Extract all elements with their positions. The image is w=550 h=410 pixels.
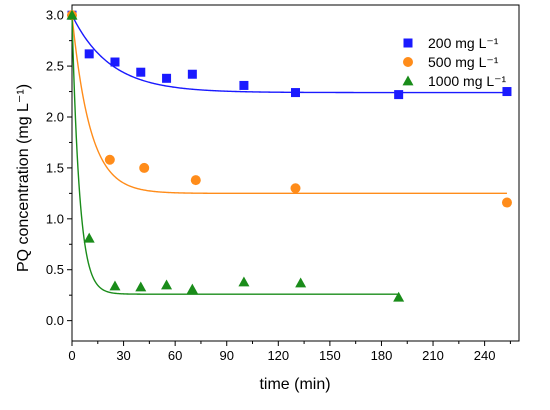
y-axis-label: PQ concentration (mg L⁻¹) — [15, 84, 32, 272]
data-point-triangle — [393, 291, 405, 302]
y-tick-label: 1.0 — [46, 211, 64, 226]
x-axis-label: time (min) — [259, 376, 330, 393]
fit-curve — [71, 15, 507, 195]
x-tick-label: 180 — [371, 348, 393, 363]
data-point-triangle — [109, 280, 121, 291]
y-tick-label: 3.0 — [46, 8, 64, 23]
legend: 200 mg L⁻¹ 500 mg L⁻¹ 1000 mg L⁻¹ — [402, 35, 507, 89]
data-point-square — [502, 87, 512, 97]
y-axis: 0.0 0.5 1.0 1.5 2.0 2.5 3.0 — [46, 8, 72, 328]
y-tick-label: 2.5 — [46, 59, 64, 74]
data-point-square — [239, 80, 249, 90]
fit-curves — [71, 14, 507, 295]
data-point-circle — [501, 197, 512, 208]
data-point-square — [187, 69, 197, 79]
data-point-circle — [104, 154, 115, 165]
y-tick-label: 0.0 — [46, 313, 64, 328]
data-point-square — [394, 90, 404, 100]
data-point-triangle — [238, 276, 250, 287]
data-point-square — [84, 49, 94, 59]
y-tick-label: 0.5 — [46, 262, 64, 277]
x-tick-label: 150 — [319, 348, 341, 363]
legend-label: 1000 mg L⁻¹ — [428, 73, 507, 89]
fit-curve — [71, 15, 399, 295]
data-point-circle — [190, 175, 201, 186]
data-point-circle — [139, 162, 150, 173]
data-point-square — [291, 88, 300, 98]
data-point-triangle — [186, 283, 198, 294]
data-point-triangle — [161, 279, 173, 290]
legend-label: 500 mg L⁻¹ — [428, 54, 499, 70]
data-point-triangle — [83, 232, 95, 243]
x-tick-label: 210 — [422, 348, 444, 363]
data-point-triangle — [295, 277, 307, 288]
y-tick-label: 1.5 — [46, 160, 64, 175]
legend-label: 200 mg L⁻¹ — [428, 35, 499, 51]
y-tick-label: 2.0 — [46, 110, 64, 125]
data-markers — [66, 9, 512, 302]
data-point-circle — [403, 57, 413, 67]
x-tick-label: 30 — [116, 348, 130, 363]
x-tick-label: 240 — [474, 348, 496, 363]
data-point-triangle — [66, 9, 78, 20]
data-point-square — [162, 73, 172, 83]
x-tick-label: 90 — [219, 348, 233, 363]
data-point-triangle — [135, 281, 147, 292]
data-point-square — [110, 57, 120, 67]
x-axis: 0 30 60 90 120 150 180 210 240 — [68, 341, 511, 363]
data-point-triangle — [402, 75, 414, 86]
fit-curve — [71, 14, 507, 94]
x-tick-label: 0 — [68, 348, 75, 363]
plot-frame — [71, 4, 520, 342]
data-point-square — [403, 38, 413, 48]
x-tick-label: 120 — [267, 348, 289, 363]
data-point-circle — [290, 183, 301, 194]
x-tick-label: 60 — [168, 348, 182, 363]
data-point-square — [136, 67, 146, 77]
